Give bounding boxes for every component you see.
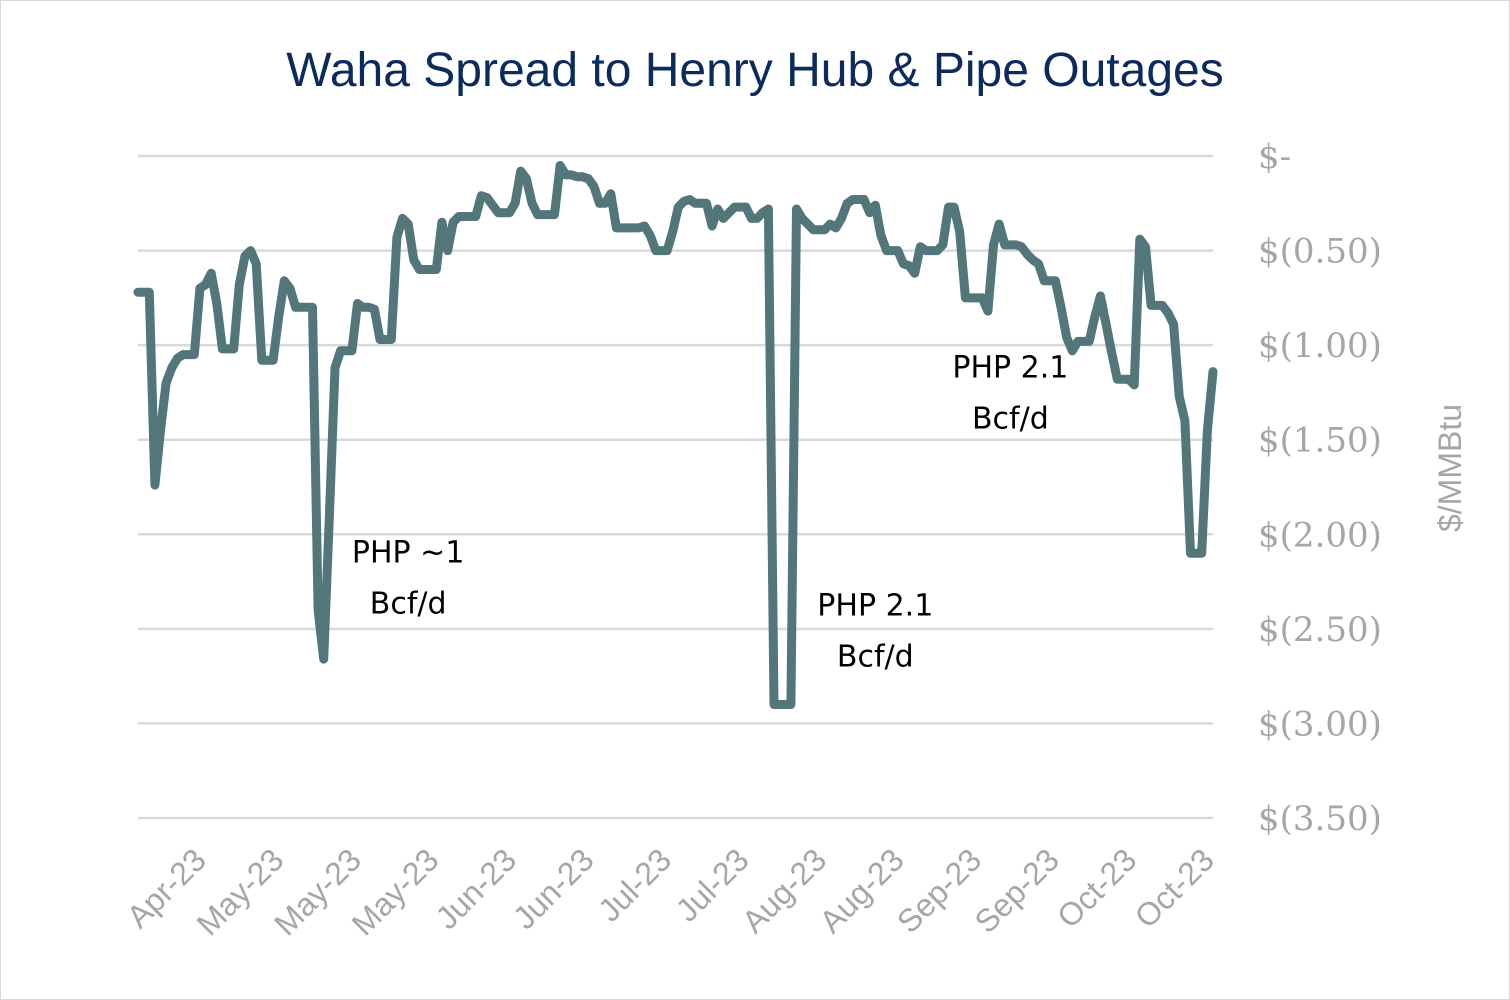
annotation-0-line-0: PHP ~1	[352, 536, 465, 571]
x-tick-label-3: May-23	[345, 841, 446, 942]
series-line-0	[133, 161, 1218, 709]
x-tick-label-9: Aug-23	[812, 841, 910, 939]
y-tick-label-4: $(2.00)	[1258, 515, 1382, 555]
y-axis-tick-labels: $- $(0.50) $(1.00) $(1.50) $(2.00) $(2.50) $(3…	[1258, 137, 1382, 839]
x-tick-label-1: May-23	[190, 841, 291, 942]
x-tick-label-13: Oct-23	[1128, 841, 1221, 934]
x-axis-tick-labels: Apr-23May-23May-23May-23Jun-23Jun-23Jul-…	[120, 841, 1221, 942]
x-tick-label-2: May-23	[267, 841, 368, 942]
annotation-1-line-0: PHP 2.1	[817, 589, 933, 624]
annotation-0-line-1: Bcf/d	[370, 587, 447, 622]
annotations: PHP ~1 Bcf/d PHP 2.1 Bcf/d PHP 2.1 Bcf/d	[352, 350, 1068, 674]
x-tick-label-6: Jul-23	[591, 841, 678, 928]
series-group	[133, 161, 1218, 709]
y-tick-label-2: $(1.00)	[1258, 326, 1382, 366]
annotation-2-line-1: Bcf/d	[972, 401, 1049, 436]
gridlines	[138, 154, 1213, 820]
chart-title: Waha Spread to Henry Hub & Pipe Outages	[286, 44, 1223, 97]
x-tick-label-12: Oct-23	[1050, 841, 1143, 934]
y-tick-label-0: $-	[1258, 137, 1291, 177]
annotation-2-line-0: PHP 2.1	[952, 350, 1068, 385]
annotation-0: PHP ~1 Bcf/d	[352, 536, 465, 622]
y-tick-label-5: $(2.50)	[1258, 610, 1382, 650]
y-tick-label-7: $(3.50)	[1258, 799, 1382, 839]
annotation-1-line-1: Bcf/d	[837, 640, 914, 675]
y-axis-label: $/MMBtu	[1432, 404, 1468, 532]
y-tick-label-3: $(1.50)	[1258, 421, 1382, 461]
annotation-2: PHP 2.1 Bcf/d	[952, 350, 1068, 436]
x-tick-label-5: Jun-23	[506, 841, 601, 936]
x-tick-label-10: Sep-23	[890, 841, 988, 939]
x-tick-label-8: Aug-23	[735, 841, 833, 939]
annotation-1: PHP 2.1 Bcf/d	[817, 589, 933, 675]
y-tick-label-6: $(3.00)	[1258, 704, 1382, 744]
x-tick-label-4: Jun-23	[428, 841, 523, 936]
x-tick-label-11: Sep-23	[967, 841, 1065, 939]
y-tick-label-1: $(0.50)	[1258, 232, 1382, 272]
